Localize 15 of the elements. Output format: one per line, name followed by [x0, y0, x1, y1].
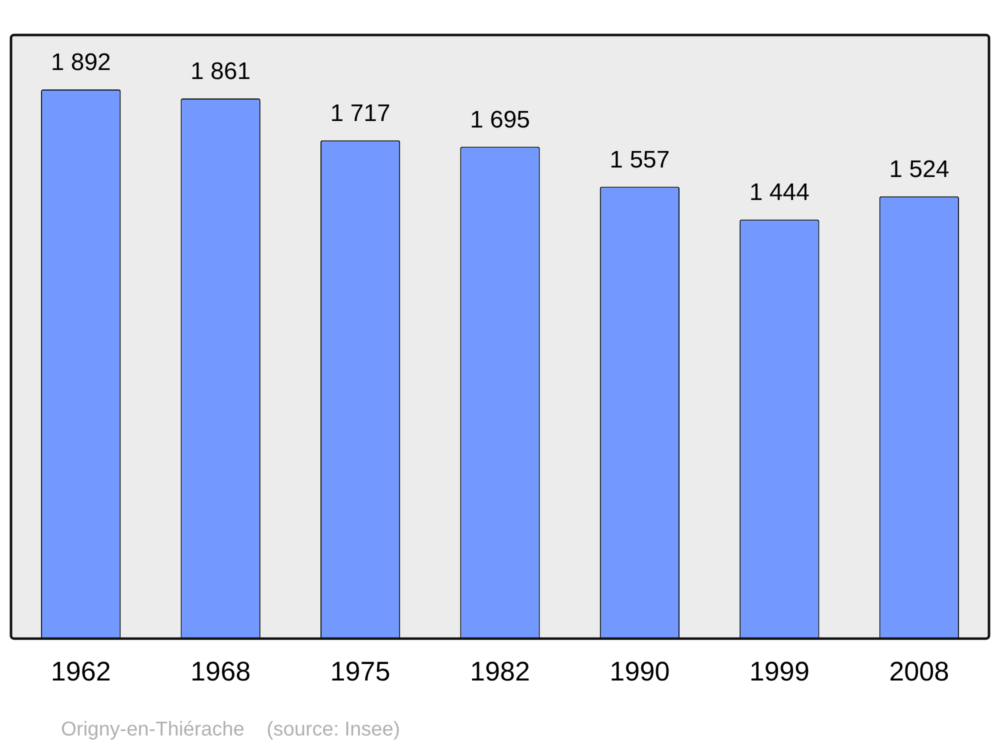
- x-tick-label: 1962: [50, 656, 111, 686]
- data-label: 1 557: [610, 146, 670, 174]
- data-label: 1 444: [749, 179, 810, 206]
- x-tick-label: 2008: [889, 656, 950, 686]
- text: Origny-en-Thiérache (source: Insee): [61, 718, 400, 741]
- data-label: 1 892: [50, 49, 111, 76]
- x-tick-label: 1990: [610, 656, 670, 686]
- x-tick-label: 1975: [330, 656, 390, 686]
- x-tick-label: 1999: [749, 656, 810, 686]
- data-label: 1 695: [470, 106, 530, 134]
- x-tick-label: 1982: [470, 656, 530, 686]
- x-tick-label: 1968: [190, 656, 251, 686]
- data-label: 1 524: [889, 156, 950, 183]
- data-label: 1 861: [190, 58, 251, 86]
- data-label: 1 717: [330, 100, 390, 127]
